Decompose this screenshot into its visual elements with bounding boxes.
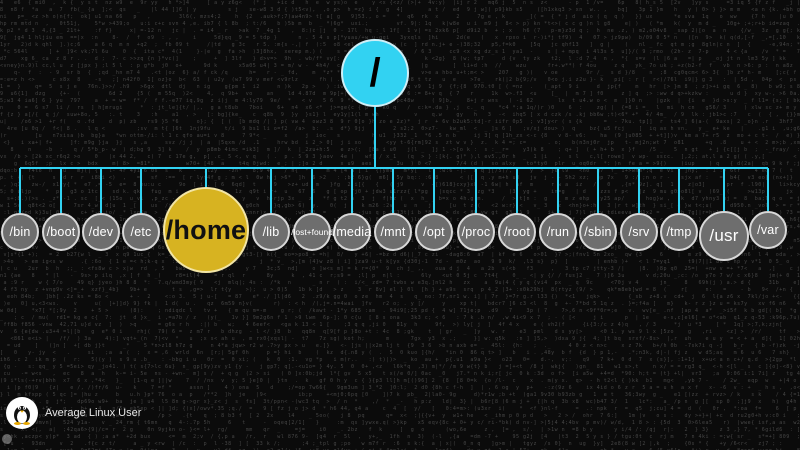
corner-dot-icon — [2, 434, 12, 444]
dir-node-boot[interactable]: /boot — [42, 213, 80, 251]
dir-node-var[interactable]: /var — [749, 211, 787, 249]
dir-node-usr[interactable]: /usr — [699, 211, 749, 261]
user-badge: Average Linux User — [6, 397, 141, 429]
dir-node-media[interactable]: /media — [333, 213, 371, 251]
branch-lines — [19, 168, 769, 213]
root-label: / — [369, 51, 381, 95]
dir-label-usr: /usr — [709, 226, 739, 245]
dir-label-dev: /dev — [88, 225, 114, 239]
dir-label-srv: /srv — [628, 225, 650, 239]
dir-label-bin: /bin — [9, 225, 31, 239]
dir-node-lib[interactable]: /lib — [252, 213, 290, 251]
dir-node-sbin[interactable]: /sbin — [579, 213, 617, 251]
user-name: Average Linux User — [45, 407, 142, 419]
dir-node-srv[interactable]: /srv — [620, 213, 658, 251]
dir-node-tmp[interactable]: /tmp — [660, 213, 698, 251]
dir-node-proc[interactable]: /proc — [457, 213, 495, 251]
dir-label-etc: /etc — [130, 225, 152, 239]
dir-label-tmp: /tmp — [666, 225, 692, 239]
dir-node-root[interactable]: /root — [498, 213, 536, 251]
dir-node-opt[interactable]: /opt — [415, 213, 453, 251]
dir-label-run: /run — [546, 225, 570, 239]
dir-node-lost-found[interactable]: /lost+found — [291, 213, 333, 251]
dir-node-etc[interactable]: /etc — [122, 213, 160, 251]
dir-node-mnt[interactable]: /mnt — [374, 213, 412, 251]
root-node[interactable]: / — [341, 39, 409, 107]
dir-node-dev[interactable]: /dev — [82, 213, 120, 251]
dir-label-proc: /proc — [461, 225, 491, 239]
dir-node-run[interactable]: /run — [539, 213, 577, 251]
dir-label-boot: /boot — [46, 225, 76, 239]
dir-label-sbin: /sbin — [584, 225, 612, 239]
dir-label-media: /media — [332, 225, 372, 239]
dir-label-var: /var — [757, 223, 779, 237]
dir-label-lost-found: /lost+found — [291, 227, 333, 237]
dir-label-mnt: /mnt — [380, 225, 406, 239]
tux-penguin-icon — [6, 397, 38, 429]
dir-label-opt: /opt — [423, 225, 445, 239]
dir-label-lib: /lib — [262, 225, 280, 239]
dir-node-bin[interactable]: /bin — [1, 213, 39, 251]
dir-label-home: /home — [165, 214, 247, 245]
dir-node-home[interactable]: /home — [163, 187, 249, 273]
dir-label-root: /root — [503, 225, 530, 239]
